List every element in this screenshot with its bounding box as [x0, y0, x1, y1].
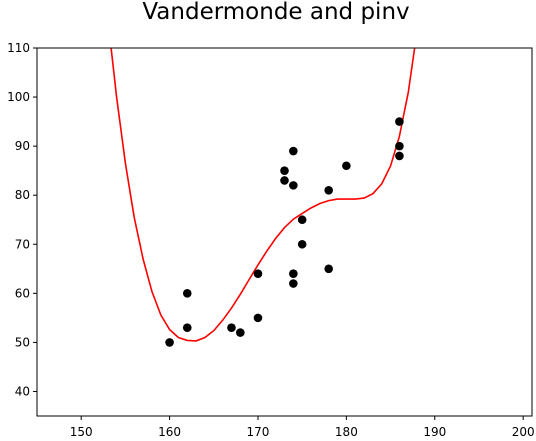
plot-area	[110, 48, 416, 347]
y-tick-label: 70	[15, 237, 30, 251]
scatter-point	[342, 161, 351, 171]
x-tick-label: 180	[335, 425, 358, 439]
x-tick-label: 150	[70, 425, 93, 439]
x-axis-ticks: 150 160 170 180 190 200	[70, 416, 535, 439]
x-tick-label: 200	[512, 425, 535, 439]
scatter-point	[253, 269, 263, 279]
scatter-point	[289, 269, 298, 279]
fit-curve-line	[110, 48, 416, 342]
y-tick-label: 60	[15, 286, 30, 300]
scatter-point	[289, 279, 298, 288]
y-tick-label: 80	[15, 188, 30, 202]
scatter-point	[182, 323, 192, 332]
scatter-point	[395, 117, 404, 126]
scatter-point	[280, 166, 289, 175]
scatter-point	[289, 181, 298, 190]
y-tick-label: 100	[7, 90, 30, 104]
scatter-point	[182, 289, 192, 298]
scatter-point	[395, 141, 404, 151]
scatter-point	[253, 313, 263, 323]
scatter-point	[324, 185, 333, 195]
scatter-point	[324, 264, 333, 274]
y-tick-label: 40	[15, 384, 30, 398]
x-tick-label: 190	[423, 425, 446, 439]
scatter-point	[297, 215, 307, 225]
scatter-point	[395, 151, 404, 161]
scatter-point	[236, 328, 245, 337]
scatter-point	[289, 146, 298, 156]
plot-frame	[36, 47, 533, 417]
scatter-point	[297, 239, 307, 249]
y-tick-label: 50	[15, 335, 30, 349]
x-tick-label: 160	[158, 425, 181, 439]
y-tick-label: 110	[7, 41, 30, 55]
scatter-point	[165, 338, 174, 347]
x-tick-label: 170	[247, 425, 270, 439]
y-axis-ticks: 40 50 60 70 80 90 100 110	[7, 41, 37, 398]
scatter-point	[280, 176, 289, 185]
scatter-point	[227, 323, 236, 332]
chart-title: Vandermonde and pinv	[142, 0, 409, 25]
y-tick-label: 90	[15, 139, 30, 153]
